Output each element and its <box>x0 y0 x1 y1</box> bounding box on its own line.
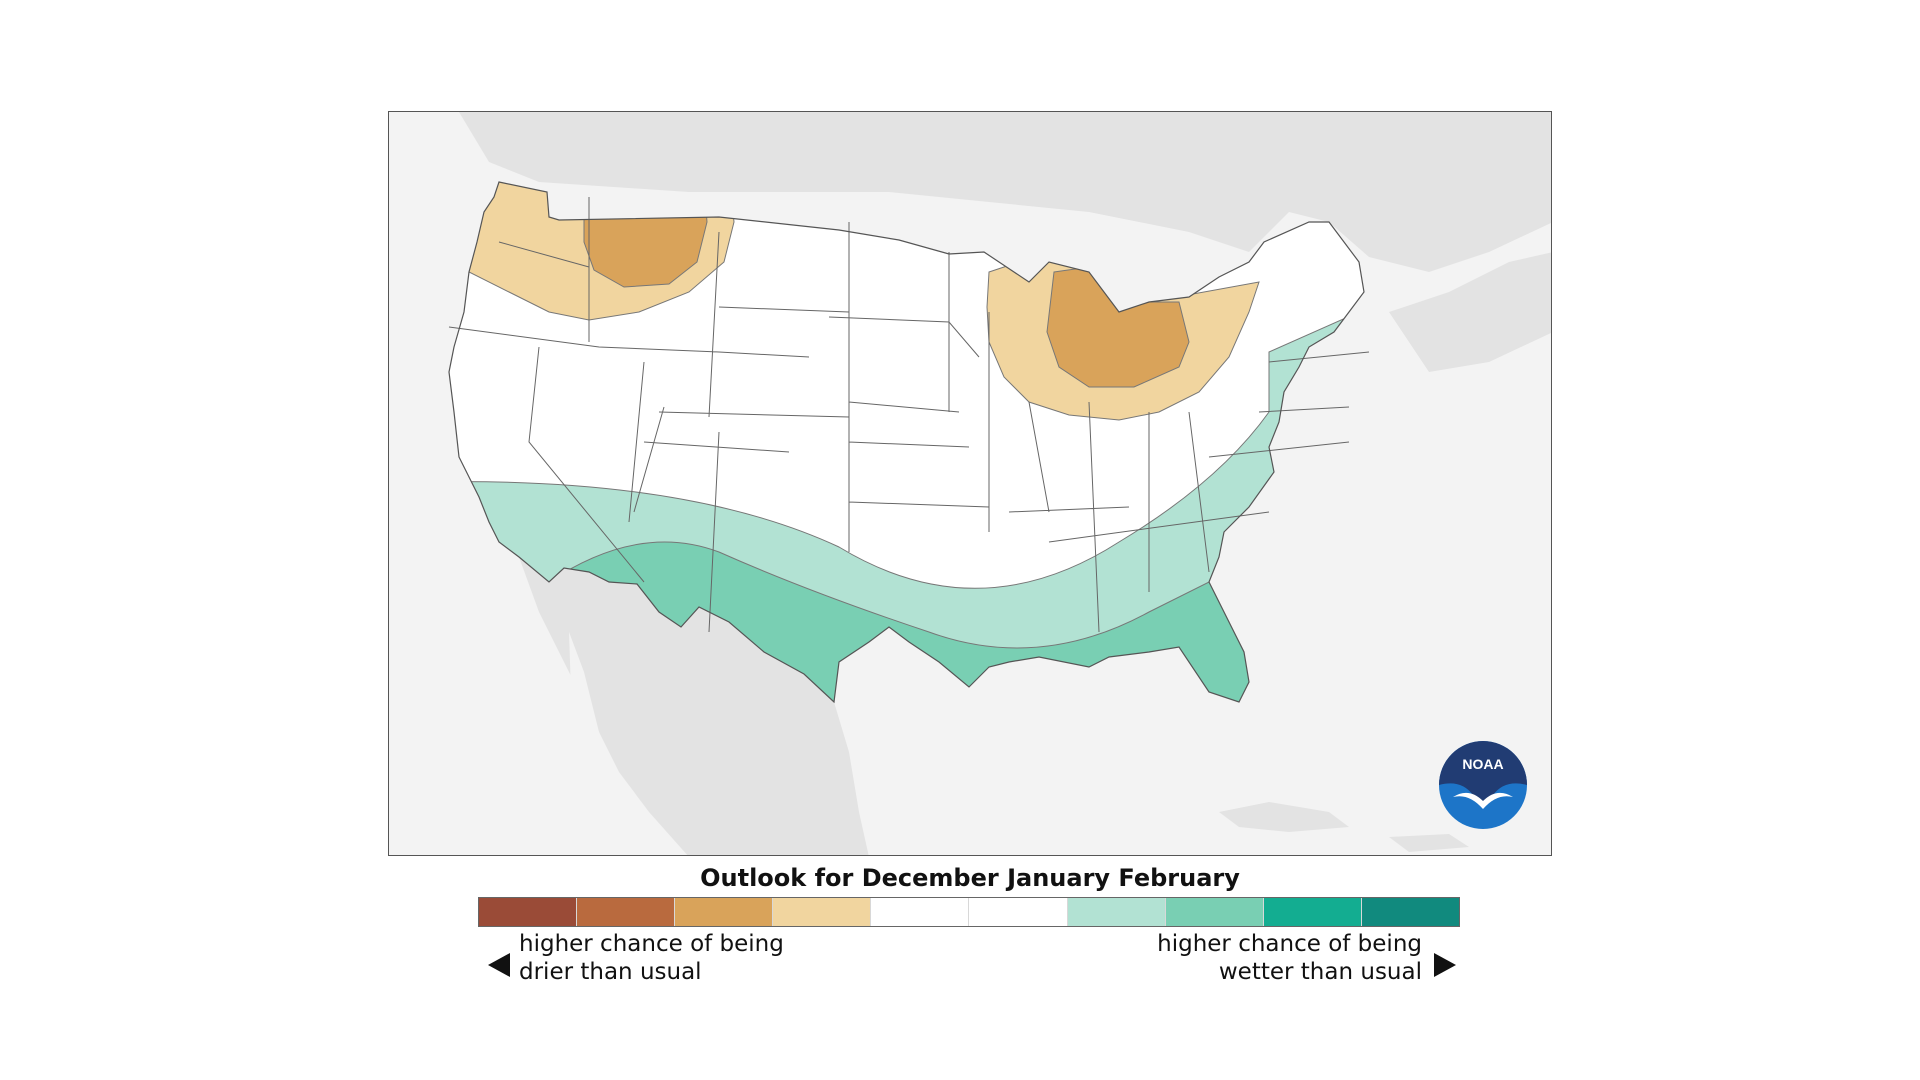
dry-likely-great-lakes <box>1046 266 1190 388</box>
map-svg: NOAA <box>389 112 1551 855</box>
legend-swatch-1 <box>577 898 676 926</box>
background-landmasses <box>389 112 1551 855</box>
legend-swatch-0 <box>479 898 578 926</box>
legend-wet-line1: higher chance of being <box>1157 931 1422 957</box>
right-arrow-icon <box>1434 953 1456 977</box>
legend-dry-line1: higher chance of being <box>519 931 784 957</box>
outlook-title: Outlook for December January February <box>700 864 1240 892</box>
outlook-map: NOAA <box>388 111 1552 856</box>
legend-color-bar <box>478 897 1460 927</box>
legend-swatch-5 <box>969 898 1068 926</box>
legend-dry-line2: drier than usual <box>519 959 702 985</box>
state-borders <box>448 197 1370 633</box>
legend-dry-label: higher chance of being drier than usual <box>519 930 784 986</box>
legend-swatch-9 <box>1361 898 1459 926</box>
noaa-logo: NOAA <box>1439 741 1527 829</box>
legend-wet-line2: wetter than usual <box>1218 959 1422 985</box>
legend-swatch-6 <box>1067 898 1166 926</box>
left-arrow-icon <box>488 953 510 977</box>
legend-swatch-4 <box>871 898 970 926</box>
legend-swatch-8 <box>1263 898 1362 926</box>
legend-swatch-2 <box>675 898 774 926</box>
legend-swatch-7 <box>1165 898 1264 926</box>
legend-swatch-3 <box>773 898 872 926</box>
legend-wet-label: higher chance of being wetter than usual <box>1157 930 1422 986</box>
wet-lean-south-east <box>449 311 1364 702</box>
noaa-logo-text: NOAA <box>1462 756 1503 772</box>
